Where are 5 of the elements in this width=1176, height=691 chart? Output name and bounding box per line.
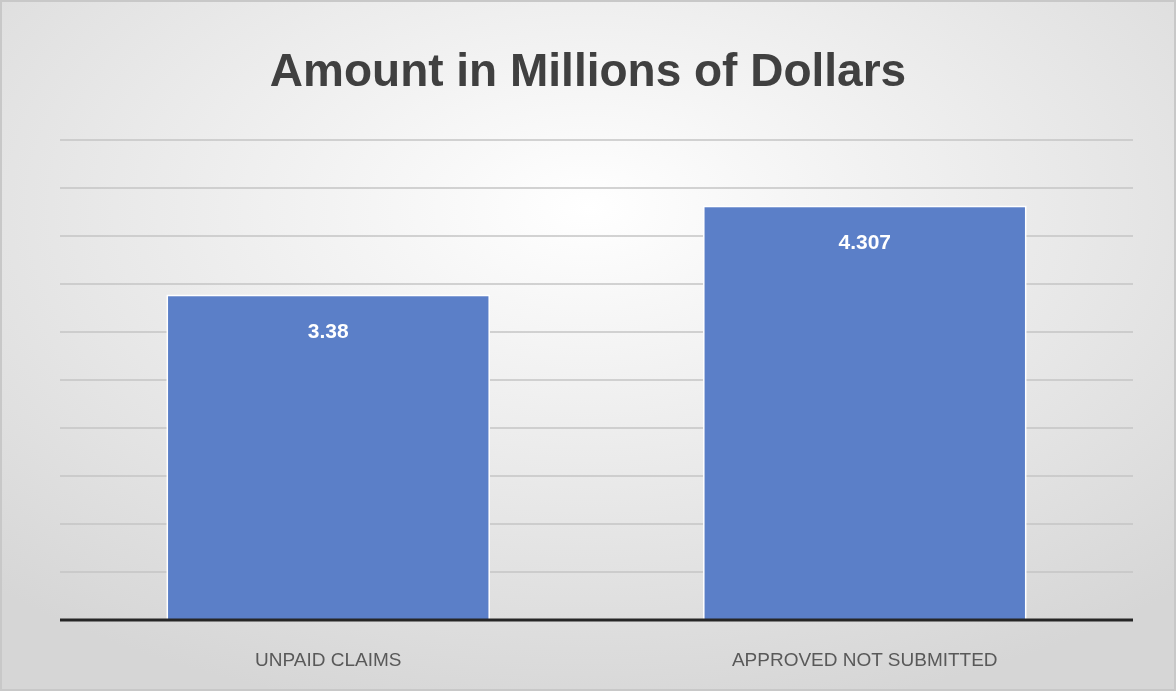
x-tick-label: UNPAID CLAIMS [255,649,402,670]
data-label: 3.38 [307,318,350,342]
chart-title: Amount in Millions of Dollars [269,44,907,96]
data-label: 4.307 [838,229,892,253]
x-tick-label: APPROVED NOT SUBMITTED [731,649,998,670]
